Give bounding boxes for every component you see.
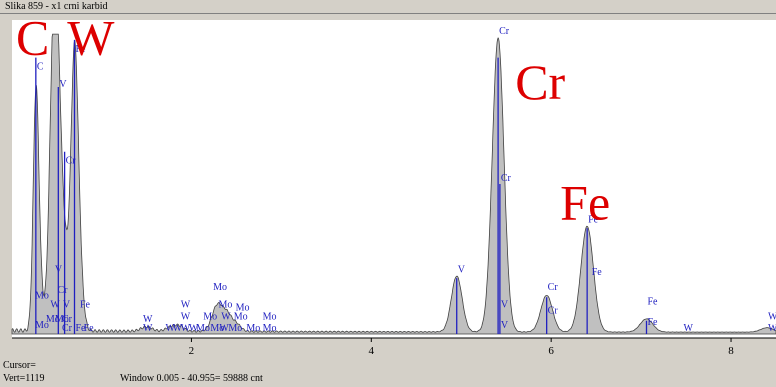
line-label-24: Mo <box>203 311 217 322</box>
line-label-44: Cr <box>548 305 559 316</box>
line-label-47: Fe <box>647 297 658 308</box>
line-label-19: W <box>165 323 175 334</box>
line-label-23: W <box>181 311 191 322</box>
line-label-9: V <box>63 300 71 311</box>
x-tick-label-2: 2 <box>189 345 195 357</box>
window-range-readout: Window 0.005 - 40.955= 59888 cnt <box>120 373 263 384</box>
line-label-18: W <box>143 323 153 334</box>
line-label-7: Mo <box>35 320 49 331</box>
line-label-42: V <box>501 320 509 331</box>
line-label-20: W <box>173 323 183 334</box>
line-label-16: Fe <box>84 323 95 334</box>
line-label-41: V <box>501 300 509 311</box>
line-label-51: W <box>768 323 776 334</box>
line-label-22: W <box>181 300 191 311</box>
element-annotation-cr-2: Cr <box>515 54 565 110</box>
line-label-38: V <box>458 264 466 275</box>
line-label-37: Mo <box>263 323 277 334</box>
spectrum-area <box>11 33 776 335</box>
line-label-26: Mo <box>219 300 233 311</box>
line-label-27: Mo <box>236 302 250 313</box>
line-label-33: Mo <box>210 323 224 334</box>
line-label-10: Fe <box>80 300 91 311</box>
line-label-49: W <box>683 323 693 334</box>
element-annotation-fe-3: Fe <box>560 174 610 230</box>
line-label-2: Cr <box>66 155 77 166</box>
line-label-43: Cr <box>548 282 559 293</box>
title-bar: Slika 859 - x1 crni karbid <box>0 0 776 14</box>
line-label-46: Fe <box>592 267 603 278</box>
x-tick-label-4: 4 <box>369 345 375 357</box>
line-label-11: Mo <box>46 314 60 325</box>
x-tick-label-8: 8 <box>728 345 734 357</box>
window-title: Slika 859 - x1 crni karbid <box>5 1 108 12</box>
line-label-25: Mo <box>213 282 227 293</box>
line-label-0: C <box>37 61 44 72</box>
line-label-40: Cr <box>501 173 512 184</box>
line-label-4: V <box>55 264 63 275</box>
cursor-readout: Cursor= <box>3 360 36 371</box>
element-annotation-w-1: W <box>67 14 115 66</box>
line-label-5: Cr <box>58 285 69 296</box>
line-label-34: W <box>219 323 229 334</box>
line-label-15: Fe <box>76 323 87 334</box>
element-annotation-c-0: C <box>16 14 49 66</box>
line-label-21: W <box>181 323 191 334</box>
line-label-29: Mo <box>234 311 248 322</box>
line-label-45: Fe <box>588 214 599 225</box>
line-label-31: W <box>189 323 199 334</box>
line-label-32: Mo <box>196 323 210 334</box>
line-label-28: W <box>221 311 231 322</box>
line-label-6: Mo <box>35 291 49 302</box>
line-label-48: Fe <box>647 317 658 328</box>
line-label-14: Cr <box>62 323 73 334</box>
status-bar: Cursor= Vert=1119 Window 0.005 - 40.955=… <box>0 355 776 387</box>
line-label-12: Mo <box>55 314 69 325</box>
x-tick-label-6: 6 <box>548 345 554 357</box>
line-label-39: Cr <box>499 26 510 37</box>
line-label-17: W <box>143 314 153 325</box>
line-label-35: Mo <box>228 323 242 334</box>
line-label-1: V <box>59 79 67 90</box>
line-label-30: Mo <box>263 311 277 322</box>
vertical-scale-readout: Vert=1119 <box>3 373 45 384</box>
line-label-3: Fe <box>76 44 87 55</box>
line-label-50: W <box>768 311 776 322</box>
line-label-8: W <box>50 300 60 311</box>
plot-area <box>12 20 776 338</box>
line-label-13: Cr <box>62 314 73 325</box>
line-label-36: Mo <box>246 323 260 334</box>
